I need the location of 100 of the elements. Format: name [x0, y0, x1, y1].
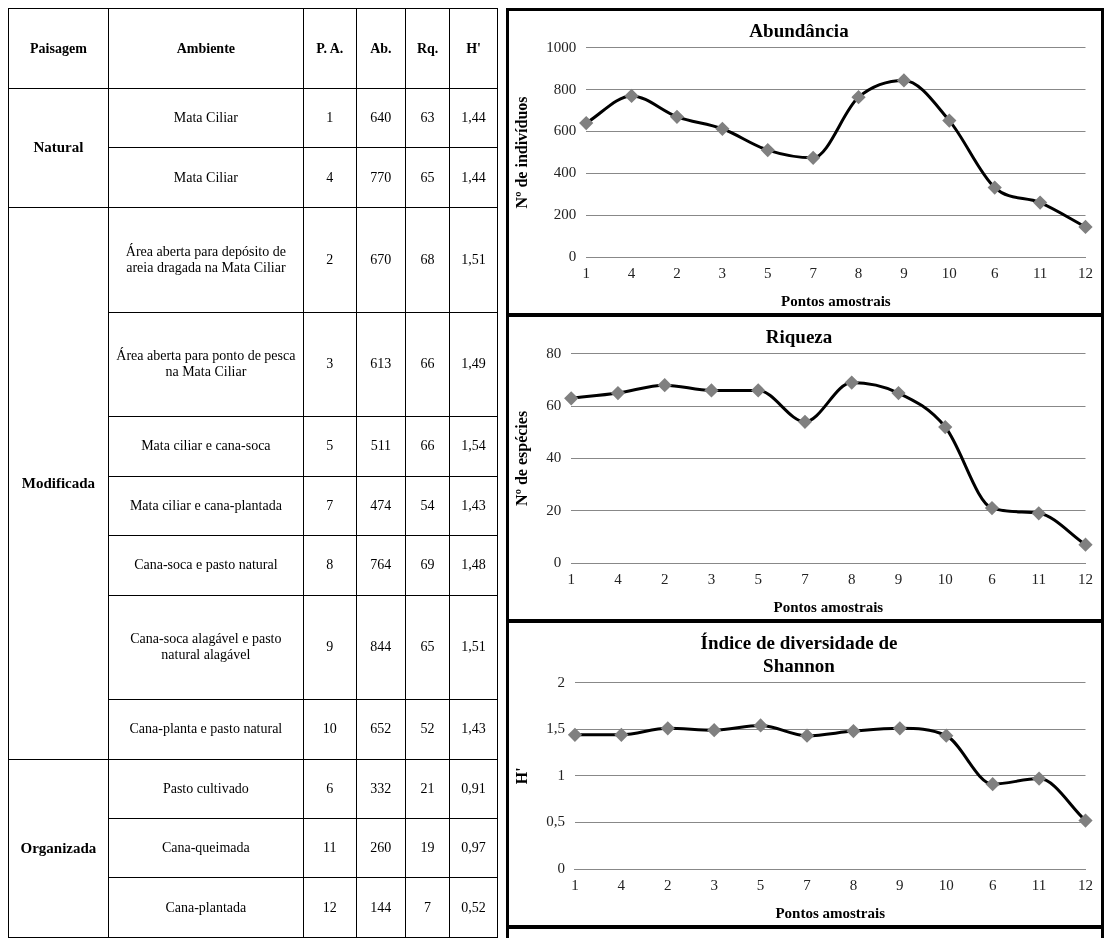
text: 640 [370, 110, 392, 126]
text: 652 [370, 721, 392, 737]
text: 670 [370, 251, 392, 267]
text: 69 [420, 557, 435, 573]
text: 65 [420, 639, 435, 655]
x-tick-label: 12 [1078, 570, 1093, 587]
x-tick-label: 7 [809, 264, 818, 281]
category-label: Paisagem [8, 8, 109, 89]
text: 1,43 [461, 721, 486, 737]
text: 68 [420, 251, 435, 267]
y-tick-label: 60 [546, 397, 562, 414]
text: 1,43 [461, 497, 486, 513]
x-tick-label: 8 [854, 264, 863, 281]
x-axis-title: Pontos amostrais [775, 904, 886, 921]
x-tick-label: 5 [754, 570, 762, 587]
text: 21 [420, 780, 435, 796]
text: Cana-plantada [165, 899, 247, 915]
text: 1,44 [461, 110, 486, 126]
text: 10 [322, 721, 337, 737]
text: 844 [370, 639, 392, 655]
y-tick-label: 600 [553, 122, 577, 139]
text: 332 [370, 780, 392, 796]
text: 764 [370, 557, 392, 573]
text: Área aberta para depósito de areia dragada na Mata Ciliar [125, 243, 286, 275]
text: 63 [420, 110, 435, 126]
x-tick-label: 8 [849, 876, 858, 893]
x-tick-label: 3 [710, 876, 718, 893]
text: 8 [326, 557, 334, 573]
text: 511 [370, 438, 392, 454]
x-tick-label: 4 [617, 876, 626, 893]
text: 613 [370, 356, 392, 372]
y-tick-label: 80 [546, 344, 562, 361]
text: 4 [326, 169, 334, 185]
chart-title: Abundância [749, 20, 850, 42]
x-tick-label: 9 [900, 264, 908, 281]
y-tick-label: 1000 [546, 38, 577, 55]
x-axis-title: Pontos amostrais [781, 292, 891, 309]
x-tick-label: 2 [673, 264, 681, 281]
chart-title: Índice de diversidade de Shannon [700, 632, 898, 677]
x-tick-label: 10 [938, 876, 954, 893]
x-tick-label: 5 [764, 264, 772, 281]
x-tick-label: 12 [1078, 264, 1093, 281]
text: 66 [420, 356, 435, 372]
y-tick-label: 20 [546, 501, 562, 518]
text: 1,54 [461, 438, 486, 454]
x-tick-label: 11 [1031, 876, 1047, 893]
y-tick-label: 2 [557, 673, 565, 690]
text: Mata ciliar e cana-soca [141, 438, 271, 454]
text: 9 [326, 639, 334, 655]
x-tick-label: 2 [660, 570, 669, 587]
x-tick-label: 3 [718, 264, 727, 281]
text: 7 [326, 497, 334, 513]
x-tick-label: 10 [941, 264, 957, 281]
text: 2 [326, 251, 334, 267]
y-tick-label: 800 [553, 80, 577, 97]
y-tick-label: 0 [553, 553, 562, 570]
x-tick-label: 10 [937, 570, 953, 587]
text: Área aberta para ponto de pesca na Mata Ciliar [116, 348, 296, 380]
text: 5 [326, 438, 334, 454]
text: 0,97 [461, 840, 486, 856]
text: 1,49 [461, 356, 486, 372]
text: 52 [420, 721, 435, 737]
text: 1,51 [461, 251, 486, 267]
category-label: P. A. [303, 8, 357, 89]
y-tick-label: 400 [553, 164, 577, 181]
text: 65 [420, 169, 435, 185]
y-axis-title: Nº de espécies [512, 410, 531, 506]
text: Cana-queimada [161, 840, 250, 856]
x-tick-label: 12 [1078, 876, 1093, 893]
text: Organizada [20, 839, 97, 856]
text: 260 [370, 840, 392, 856]
text: 1,44 [461, 169, 486, 185]
text: Mata Ciliar [173, 110, 238, 126]
text: Cana-soca alagável e pasto natural alagável [130, 631, 282, 663]
text: 0,91 [461, 780, 486, 796]
text: Natural [33, 139, 84, 156]
y-tick-label: 1,5 [546, 720, 565, 737]
x-tick-label: 5 [756, 876, 765, 893]
x-tick-label: 9 [894, 570, 903, 587]
y-tick-label: 0 [557, 859, 565, 876]
text: 1 [326, 110, 334, 126]
category-label: H' [449, 8, 498, 89]
text: 3 [326, 356, 334, 372]
text: 6 [326, 780, 334, 796]
text: 1,51 [461, 639, 486, 655]
text: Pasto cultivado [162, 780, 249, 796]
text: Mata Ciliar [173, 169, 238, 185]
text: 0,52 [461, 899, 486, 915]
text: 11 [323, 840, 337, 856]
text: 54 [420, 497, 435, 513]
y-axis-title: Nº de indivíduos [512, 96, 530, 209]
x-tick-label: 9 [896, 876, 904, 893]
x-tick-label: 11 [1032, 264, 1048, 281]
text: Mata ciliar e cana-plantada [129, 497, 282, 513]
x-tick-label: 3 [707, 570, 716, 587]
text: 66 [420, 438, 435, 454]
y-tick-label: 0,5 [546, 813, 565, 830]
text: Cana-planta e pasto natural [129, 721, 283, 737]
x-tick-label: 7 [801, 570, 810, 587]
x-tick-label: 7 [803, 876, 812, 893]
